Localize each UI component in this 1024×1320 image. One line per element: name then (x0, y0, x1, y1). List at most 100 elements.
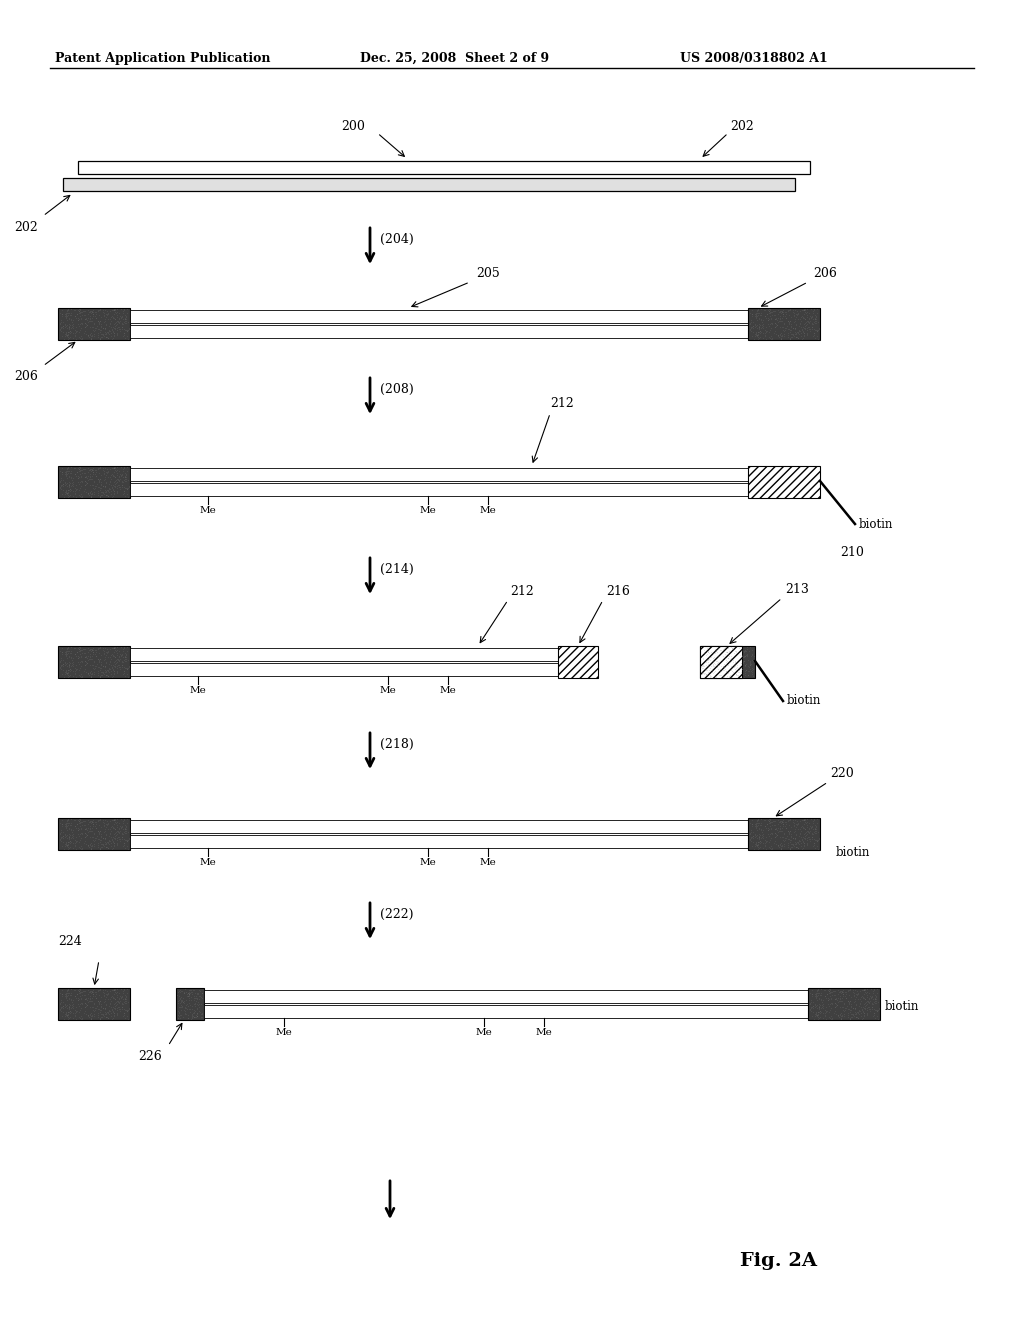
Point (58, 461, 75, 482)
Point (855, 987, 871, 1008)
Point (60, 989, 77, 1010)
Point (748, 325, 764, 346)
Point (117, 465, 133, 486)
Point (782, 838, 799, 859)
Point (770, 809, 786, 830)
Point (84, 982, 100, 1003)
Point (92, 999, 109, 1020)
Point (98, 314, 115, 335)
Point (70, 647, 86, 668)
Bar (63, 178, 795, 191)
Point (97, 998, 114, 1019)
Point (108, 473, 124, 494)
Point (120, 470, 136, 491)
Text: Me: Me (420, 858, 436, 867)
Point (84, 308, 100, 329)
Point (73, 308, 89, 329)
Point (82, 834, 98, 855)
Point (80, 642, 96, 663)
Point (806, 309, 822, 330)
Point (749, 302, 765, 323)
Point (845, 982, 861, 1003)
Point (780, 310, 797, 331)
Point (77, 475, 93, 496)
Point (53, 813, 70, 834)
Point (105, 645, 122, 667)
Point (848, 987, 864, 1008)
Point (69, 462, 85, 483)
Point (119, 326, 135, 347)
Point (68, 643, 84, 664)
Point (114, 645, 130, 667)
Point (748, 322, 764, 343)
Point (748, 826, 764, 847)
Point (804, 816, 820, 837)
Point (865, 1002, 882, 1023)
Point (172, 997, 188, 1018)
Point (84, 810, 100, 832)
Point (87, 304, 103, 325)
Point (109, 982, 125, 1003)
Point (761, 813, 777, 834)
Point (773, 821, 790, 842)
Point (81, 301, 97, 322)
Point (96, 463, 113, 484)
Point (777, 306, 794, 327)
Point (87, 986, 103, 1007)
Text: US 2008/0318802 A1: US 2008/0318802 A1 (680, 51, 827, 65)
Point (806, 313, 822, 334)
Point (783, 306, 800, 327)
Point (73, 664, 89, 685)
Point (172, 999, 188, 1020)
Point (808, 990, 824, 1011)
Bar (176, 987, 204, 1020)
Point (797, 315, 813, 337)
Point (796, 318, 812, 339)
Point (734, 659, 751, 680)
Point (92, 838, 109, 859)
Point (736, 651, 753, 672)
Point (72, 812, 88, 833)
Point (770, 308, 786, 329)
Point (194, 1002, 210, 1023)
Point (62, 664, 79, 685)
Point (105, 1003, 122, 1024)
Point (117, 466, 133, 487)
Point (84, 638, 100, 659)
Point (65, 474, 81, 495)
Point (770, 836, 786, 857)
Point (792, 830, 808, 851)
Point (806, 300, 822, 321)
Point (92, 486, 109, 507)
Point (728, 642, 744, 663)
Point (189, 987, 206, 1008)
Point (62, 985, 79, 1006)
Point (786, 309, 803, 330)
Point (106, 470, 123, 491)
Point (717, 636, 733, 657)
Point (852, 981, 868, 1002)
Point (56, 664, 73, 685)
Point (811, 989, 827, 1010)
Point (771, 323, 787, 345)
Point (781, 298, 798, 319)
Point (185, 1007, 202, 1028)
Point (74, 473, 90, 494)
Point (118, 993, 134, 1014)
Point (191, 987, 208, 1008)
Point (95, 458, 112, 479)
Point (842, 1008, 858, 1030)
Point (56, 644, 73, 665)
Point (99, 1002, 116, 1023)
Point (114, 317, 130, 338)
Point (102, 824, 119, 845)
Point (782, 829, 799, 850)
Point (60, 1002, 77, 1023)
Point (96, 312, 113, 333)
Point (766, 814, 782, 836)
Point (91, 979, 108, 1001)
Point (111, 818, 127, 840)
Point (98, 313, 115, 334)
Point (111, 461, 127, 482)
Point (82, 645, 98, 667)
